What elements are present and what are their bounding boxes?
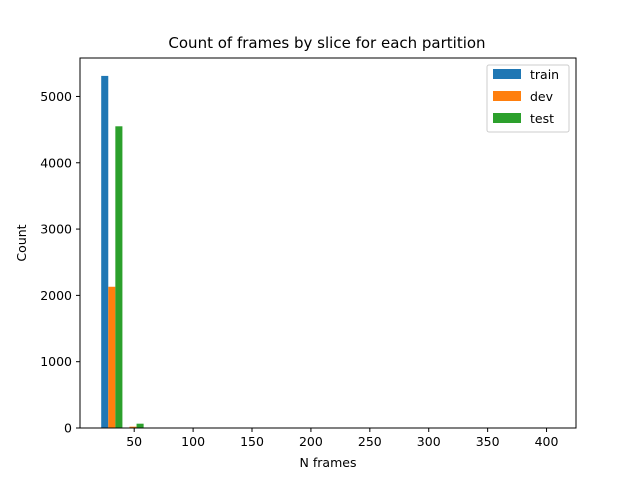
- x-tick-label: 250: [358, 434, 382, 449]
- y-axis-label: Count: [14, 224, 29, 261]
- legend-label-train: train: [530, 67, 559, 82]
- legend: train dev test: [486, 64, 570, 133]
- x-tick-label: 350: [476, 434, 500, 449]
- x-tick-label: 300: [417, 434, 441, 449]
- bar-test-bin-0: [115, 126, 123, 429]
- y-tick-label: 0: [64, 421, 72, 436]
- legend-label-test: test: [530, 111, 554, 126]
- legend-label-dev: dev: [530, 89, 554, 104]
- plot-area-frame: [79, 57, 577, 429]
- x-tick-label: 400: [535, 434, 559, 449]
- bar-dev-bin-1: [129, 426, 137, 428]
- y-tick-label: 3000: [40, 222, 72, 237]
- bar-train-bin-0: [101, 75, 109, 428]
- x-tick-label: 100: [181, 434, 205, 449]
- legend-swatch-dev: [493, 91, 521, 101]
- x-axis-ticks: 50 100 150 200 250 300 350 400: [126, 428, 559, 449]
- x-tick-label: 50: [126, 434, 142, 449]
- legend-swatch-train: [493, 69, 521, 79]
- y-tick-label: 5000: [40, 89, 72, 104]
- bar-dev-bin-0: [108, 286, 116, 428]
- chart-title: Count of frames by slice for each partit…: [168, 34, 485, 52]
- bar-test-bin-1: [136, 423, 144, 428]
- y-tick-label: 1000: [40, 354, 72, 369]
- y-tick-label: 4000: [40, 155, 72, 170]
- y-tick-label: 2000: [40, 288, 72, 303]
- legend-swatch-test: [493, 113, 521, 123]
- y-axis-ticks: 0 1000 2000 3000 4000 5000: [40, 89, 80, 436]
- x-tick-label: 200: [299, 434, 323, 449]
- x-axis-label: N frames: [300, 455, 357, 470]
- x-tick-label: 150: [240, 434, 264, 449]
